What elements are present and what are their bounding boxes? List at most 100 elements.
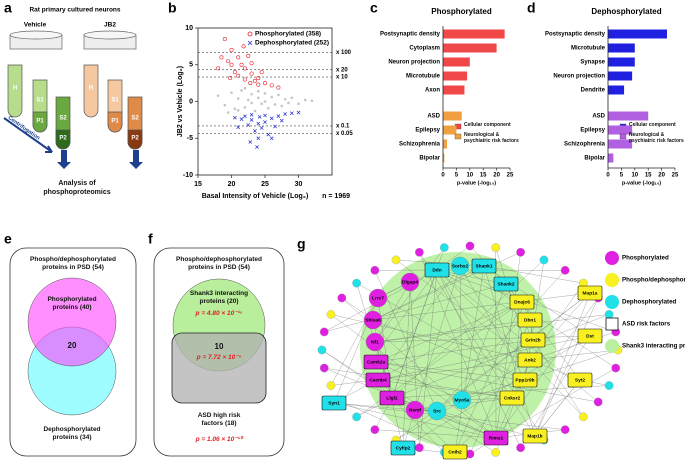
data-point <box>259 70 264 75</box>
legend-label: Phospho/dephosphorylated <box>622 277 685 284</box>
legend-label: Phosphorylated (358) <box>255 31 321 38</box>
network-dot <box>593 397 603 407</box>
data-point <box>259 126 264 130</box>
x-tick-label: 20 <box>228 181 236 188</box>
legend-swatch <box>605 317 619 331</box>
tube-pellet <box>55 129 71 150</box>
tube-pellet <box>107 111 123 133</box>
network-dot <box>604 310 614 319</box>
x-tick-label: 30 <box>295 181 303 188</box>
data-point <box>230 91 233 94</box>
tube-label: P1 <box>36 119 44 125</box>
node-label: Myo5a <box>455 397 470 403</box>
category-label: Microtubule <box>406 74 441 80</box>
network-dot <box>317 345 327 355</box>
data-point <box>260 102 263 106</box>
data-point <box>243 114 247 119</box>
network-node <box>363 354 389 370</box>
x-tick-label: 5 <box>455 173 459 179</box>
chart-title: Phosphorylated <box>431 7 492 16</box>
data-point <box>277 93 280 97</box>
bar <box>443 57 470 67</box>
edge <box>330 314 497 439</box>
node-label: Map1a <box>583 290 598 296</box>
network-dot <box>326 310 336 319</box>
data-point <box>249 112 254 117</box>
network-dot <box>439 243 449 252</box>
network-node <box>321 395 347 411</box>
network-node <box>379 390 405 406</box>
data-point <box>289 111 294 116</box>
network-node <box>577 328 603 344</box>
reference-label: x 100 <box>336 50 352 56</box>
edge <box>461 349 619 401</box>
legend-label: Neurological & psychiatric risk factors <box>629 132 684 144</box>
edge <box>374 335 591 343</box>
network-dot <box>337 293 347 303</box>
data-point <box>287 101 290 105</box>
network-node <box>452 390 472 410</box>
node-label: Ddn <box>432 267 441 273</box>
data-point <box>256 136 261 141</box>
network-node <box>483 430 509 446</box>
network-dot <box>415 443 424 453</box>
x-tick-label: 5 <box>620 173 624 179</box>
edge <box>333 301 523 404</box>
network-dot <box>539 255 549 265</box>
node-label: Map1b <box>527 433 542 439</box>
data-point <box>222 37 227 42</box>
network-node <box>512 372 538 388</box>
node-label: Cacnb4 <box>369 377 387 383</box>
data-point <box>276 85 281 90</box>
data-point <box>236 125 241 130</box>
node-label: Shank1 <box>475 263 492 269</box>
data-point <box>253 129 257 133</box>
network-dot <box>352 412 361 422</box>
bar <box>443 111 462 121</box>
bar <box>608 139 633 149</box>
data-point <box>239 62 244 67</box>
data-point <box>228 75 233 80</box>
edge <box>375 361 599 403</box>
category-label: Epilepsy <box>415 128 440 134</box>
edge <box>395 259 531 361</box>
node-label: Grin2b <box>525 337 541 343</box>
data-point <box>233 107 237 111</box>
network-node <box>424 262 450 278</box>
edge <box>377 265 461 381</box>
data-point <box>236 97 240 100</box>
network-dot <box>352 278 361 288</box>
edge <box>459 265 463 401</box>
panel-a-title: Rat primary cultured neurons <box>29 7 120 14</box>
legend-label: Phosphorylated <box>622 255 669 262</box>
edge <box>372 292 591 321</box>
data-point <box>241 44 246 49</box>
edge <box>333 402 497 439</box>
edge <box>374 281 411 343</box>
data-point <box>269 116 274 121</box>
data-point <box>229 48 234 53</box>
tubes <box>7 64 143 150</box>
bar <box>443 43 497 53</box>
data-point <box>239 117 244 121</box>
x-tick-label: 25 <box>261 181 269 188</box>
data-point <box>276 114 281 119</box>
node-label: Src <box>433 408 441 414</box>
network-dot <box>319 327 329 337</box>
edge <box>409 281 420 448</box>
data-point <box>310 99 314 103</box>
edge <box>341 269 438 403</box>
x-axis-label: Basal Intensity of Vehicle (Log₂) <box>202 193 309 200</box>
venn-frame <box>9 247 137 457</box>
tube-label: H <box>13 86 17 92</box>
x-tick-label: 0 <box>441 173 445 179</box>
data-point <box>223 103 227 107</box>
data-point <box>253 109 257 113</box>
data-point <box>246 53 251 58</box>
data-point <box>249 71 254 76</box>
panel-letter: c <box>370 0 378 16</box>
edge <box>419 252 536 437</box>
edge <box>436 269 531 321</box>
x-axis-label: p-value (-log₁₀) <box>622 180 661 186</box>
node-label: Camk2a <box>367 359 386 365</box>
